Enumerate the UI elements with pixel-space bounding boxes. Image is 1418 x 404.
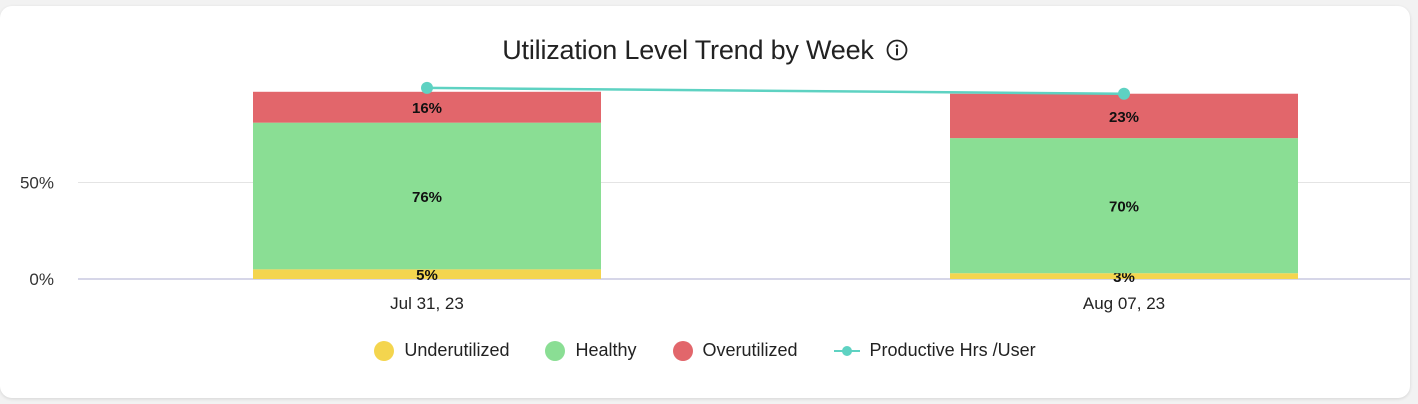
bar-segment-healthy[interactable]	[950, 138, 1298, 274]
x-tick-label: Aug 07, 23	[1083, 294, 1165, 313]
data-label: 70%	[1109, 199, 1139, 216]
data-label: 76%	[412, 189, 442, 206]
chart-header: Utilization Level Trend by Week	[0, 34, 1410, 66]
legend-swatch-productive-hrs	[833, 341, 860, 361]
bar-segment-overutilized[interactable]	[950, 93, 1298, 139]
legend-label-productive-hrs: Productive Hrs /User	[869, 340, 1036, 360]
line-productive-hrs	[426, 86, 1125, 95]
data-label: 16%	[412, 100, 442, 117]
bar-segment-underutilized[interactable]	[950, 273, 1298, 279]
stacked-bar-chart: 0% 50% 5% 76% 16% Jul 31, 23 3% 70% 23% Aug 07, 2…	[20, 81, 1410, 313]
legend-item-productive-hrs[interactable]: Productive Hrs /User	[833, 340, 1036, 361]
data-label: 5%	[416, 267, 438, 284]
line-point-productive-hrs[interactable]	[421, 81, 433, 94]
line-point-productive-hrs[interactable]	[1118, 87, 1130, 100]
legend-swatch-overutilized	[672, 340, 693, 361]
legend-item-underutilized[interactable]: Underutilized	[374, 340, 509, 361]
bar-segment-underutilized[interactable]	[253, 269, 601, 279]
y-tick-label: 50%	[20, 174, 54, 193]
legend-label-overutilized: Overutilized	[702, 340, 798, 360]
x-tick-label: Jul 31, 23	[390, 294, 464, 313]
data-label: 23%	[1109, 109, 1139, 126]
bar-segment-overutilized[interactable]	[253, 91, 601, 123]
data-label: 3%	[1113, 269, 1135, 286]
chart-legend: Underutilized Healthy Overutilized Produ…	[0, 340, 1410, 361]
legend-swatch-underutilized	[374, 340, 395, 361]
legend-swatch-healthy	[545, 340, 566, 361]
bar-segment-healthy[interactable]	[253, 122, 601, 270]
legend-item-overutilized[interactable]: Overutilized	[672, 340, 798, 361]
legend-label-underutilized: Underutilized	[404, 340, 510, 360]
info-icon[interactable]	[886, 39, 908, 61]
y-tick-label: 0%	[29, 270, 54, 289]
legend-label-healthy: Healthy	[575, 340, 637, 360]
legend-item-healthy[interactable]: Healthy	[545, 340, 637, 361]
chart-title: Utilization Level Trend by Week	[502, 34, 874, 65]
